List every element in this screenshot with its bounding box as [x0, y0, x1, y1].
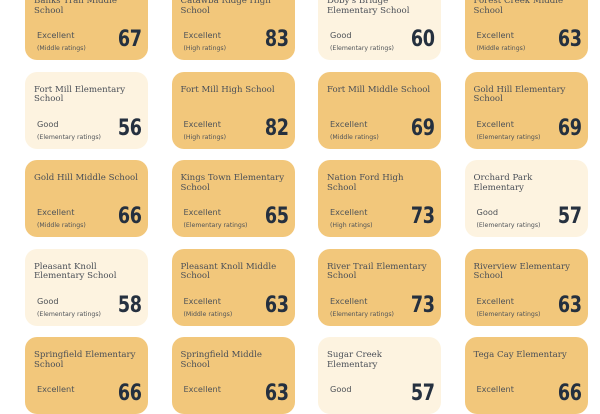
school-name: Doby's Bridge Elementary School [327, 0, 410, 16]
school-card[interactable]: Riverview Elementary School Excellent (Ele… [464, 248, 588, 326]
rating-type: (Middle ratings) [37, 45, 86, 52]
school-card[interactable]: Gold Hill Middle School Excellent (Middle … [25, 160, 148, 237]
rating-label: Excellent [476, 295, 514, 306]
rating-label: Good [330, 30, 352, 40]
school-card[interactable]: Springfield Elementary School Excellent 66 [25, 337, 148, 414]
rating-score: 82 [264, 115, 289, 141]
rating-label: Excellent [330, 295, 368, 306]
rating-type: (Middle ratings) [183, 310, 233, 318]
rating-type: (High ratings) [183, 133, 227, 141]
rating-type: (High ratings) [183, 45, 227, 52]
rating-score: 66 [118, 204, 142, 229]
rating-label: Good [37, 118, 59, 129]
rating-label: Excellent [330, 207, 368, 217]
rating-score: 69 [411, 115, 435, 141]
school-name: Riverview Elementary School [473, 261, 570, 281]
school-card[interactable]: Sugar Creek Elementary Good 57 [318, 337, 441, 414]
rating-score: 73 [411, 292, 435, 318]
school-card[interactable]: Orchard Park Elementary Good (Elementary r… [464, 160, 588, 237]
school-name: Kings Town Elementary School [180, 173, 285, 193]
school-card[interactable]: Fort Mill Elementary School Good (Elementa… [25, 71, 148, 149]
school-name: Tega Cay Elementary [473, 350, 567, 360]
school-card[interactable]: River Trail Elementary School Excellent (E… [318, 248, 441, 326]
rating-type: (Elementary ratings) [330, 310, 394, 318]
rating-score: 60 [411, 27, 435, 52]
school-card[interactable]: Tega Cay Elementary Excellent 66 [464, 337, 588, 414]
rating-type: (Middle ratings) [330, 133, 379, 141]
rating-score: 67 [118, 27, 142, 52]
rating-label: Good [330, 384, 352, 394]
rating-score: 57 [557, 204, 582, 229]
rating-score: 56 [118, 115, 142, 141]
school-name: Fort Mill Elementary School [34, 84, 126, 104]
school-card[interactable]: Nation Ford High School Excellent (High ra… [318, 160, 441, 237]
rating-label: Excellent [183, 384, 221, 394]
rating-score: 57 [411, 381, 435, 406]
school-card[interactable]: Banks Trail Middle School Excellent (Middl… [25, 0, 148, 60]
school-name: Sugar Creek Elementary [327, 350, 382, 370]
rating-type: (Elementary ratings) [330, 45, 394, 52]
school-name: Gold Hill Middle School [34, 173, 138, 183]
school-name: Springfield Elementary School [34, 350, 136, 370]
rating-label: Excellent [330, 118, 368, 129]
rating-type: (Middle ratings) [37, 222, 86, 229]
rating-label: Excellent [37, 30, 75, 40]
rating-type: (Elementary ratings) [183, 222, 248, 229]
school-name: Orchard Park Elementary [473, 173, 533, 193]
rating-type: (Elementary ratings) [37, 310, 101, 318]
school-card[interactable]: Fort Mill Middle School Excellent (Middle … [318, 71, 441, 149]
school-card[interactable]: Doby's Bridge Elementary School Good (Elem… [318, 0, 441, 60]
rating-label: Excellent [183, 207, 221, 217]
rating-score: 63 [557, 27, 582, 52]
rating-label: Good [476, 207, 499, 217]
school-card[interactable]: Kings Town Elementary School Excellent (El… [171, 160, 295, 237]
school-name: Springfield Middle School [180, 350, 262, 370]
school-name: Fort Mill High School [180, 84, 275, 95]
rating-type: (Middle ratings) [476, 45, 526, 52]
school-name: Banks Trail Middle School [34, 0, 117, 16]
rating-type: (High ratings) [330, 222, 373, 229]
rating-score: 73 [411, 204, 435, 229]
rating-label: Excellent [476, 384, 514, 394]
school-name: Catawba Ridge High School [180, 0, 271, 16]
rating-type: (Elementary ratings) [476, 133, 541, 141]
rating-score: 63 [264, 381, 289, 406]
rating-type: (Elementary ratings) [476, 222, 541, 229]
rating-label: Excellent [183, 30, 221, 40]
rating-score: 63 [557, 292, 582, 318]
rating-score: 69 [557, 115, 582, 141]
school-name: Gold Hill Elementary School [473, 84, 566, 104]
school-ratings-grid: Banks Trail Middle School Excellent (Middl… [25, 0, 588, 414]
school-name: Forest Creek Middle School [473, 0, 564, 16]
school-card[interactable]: Gold Hill Elementary School Excellent (Ele… [464, 71, 588, 149]
rating-label: Excellent [183, 295, 221, 306]
school-card[interactable]: Fort Mill High School Excellent (High rati… [171, 71, 295, 149]
school-name: Fort Mill Middle School [327, 84, 431, 95]
school-name: River Trail Elementary School [327, 261, 427, 281]
school-name: Pleasant Knoll Elementary School [34, 261, 117, 281]
rating-label: Excellent [476, 30, 514, 40]
rating-score: 58 [118, 292, 142, 318]
school-card[interactable]: Pleasant Knoll Middle School Excellent (Mi… [171, 248, 295, 326]
school-name: Pleasant Knoll Middle School [180, 261, 277, 281]
rating-type: (Elementary ratings) [476, 310, 541, 318]
school-card[interactable]: Pleasant Knoll Elementary School Good (Ele… [25, 248, 148, 326]
school-card[interactable]: Catawba Ridge High School Excellent (High … [171, 0, 295, 60]
school-card[interactable]: Forest Creek Middle School Excellent (Midd… [464, 0, 588, 60]
school-card[interactable]: Springfield Middle School Excellent 63 [171, 337, 295, 414]
rating-score: 65 [264, 204, 289, 229]
rating-label: Excellent [37, 207, 75, 217]
rating-score: 63 [264, 292, 289, 318]
rating-label: Excellent [476, 118, 514, 129]
school-name: Nation Ford High School [327, 173, 404, 193]
rating-score: 83 [264, 27, 289, 52]
rating-label: Excellent [183, 118, 221, 129]
rating-score: 66 [118, 381, 142, 406]
rating-score: 66 [557, 381, 582, 406]
rating-type: (Elementary ratings) [37, 133, 101, 141]
rating-label: Good [37, 295, 59, 306]
rating-label: Excellent [37, 384, 75, 394]
